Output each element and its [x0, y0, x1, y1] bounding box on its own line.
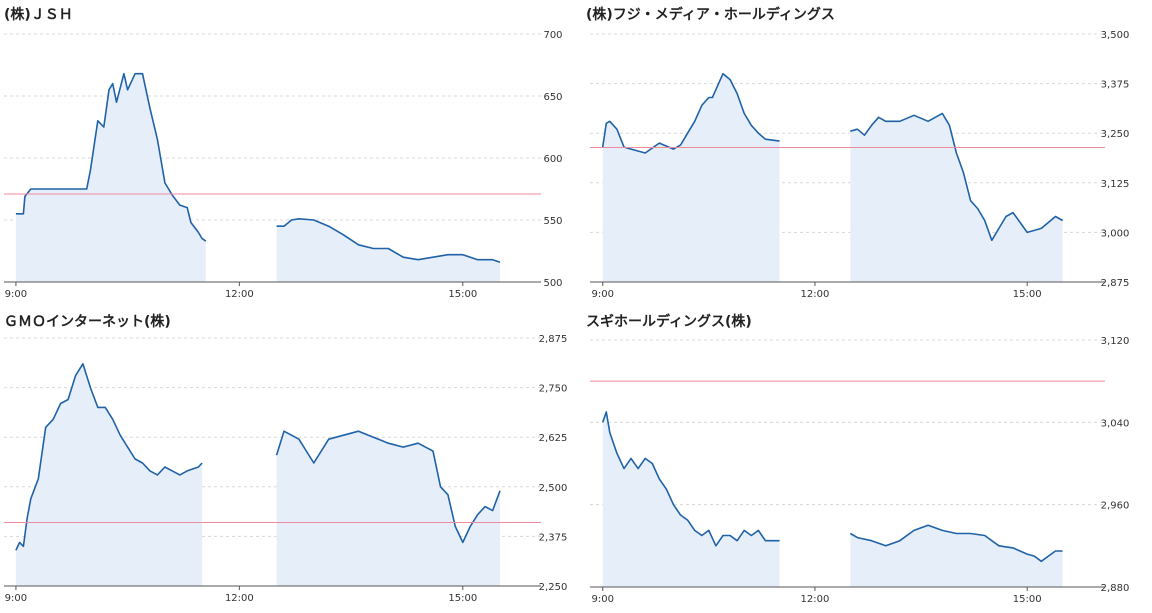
- chart-svg: 2,875 3,000 3,125 3,250 3,375 3,500 9:00 12:00 1…: [590, 30, 1130, 300]
- price-line: [15, 362, 203, 551]
- chart-title: (株)フジ・メディア・ホールディングス: [586, 7, 835, 23]
- price-line: [15, 72, 207, 242]
- session-area: [602, 73, 780, 282]
- x-tick-label: 9:00: [5, 289, 27, 300]
- x-tick-label: 12:00: [225, 289, 254, 300]
- session-area: [602, 412, 780, 587]
- chart-svg: 2,880 2,960 3,040 3,120 9:00 12:00 15:00: [590, 336, 1130, 605]
- y-tick-label: 2,250: [539, 582, 568, 593]
- price-line: [849, 524, 1063, 563]
- y-tick-label: 600: [543, 154, 562, 165]
- y-tick-label: 2,375: [539, 532, 568, 543]
- y-tick-label: 2,625: [539, 433, 568, 444]
- y-tick-label: 3,500: [1101, 30, 1130, 41]
- y-tick-label: 500: [543, 278, 562, 289]
- y-tick-label: 2,500: [539, 483, 568, 494]
- x-tick-label: 9:00: [591, 594, 613, 605]
- y-tick-label: 3,125: [1101, 179, 1130, 190]
- y-tick-label: 700: [543, 30, 562, 41]
- price-line: [601, 411, 780, 547]
- chart-panel-gmo-internet: ＧＭＯインターネット(株) 2,250 2,375 2,500 2,625 2,750 2…: [0, 307, 576, 613]
- y-tick-label: 3,000: [1101, 228, 1130, 239]
- x-tick-label: 12:00: [801, 289, 830, 300]
- x-tick-label: 15:00: [1013, 594, 1042, 605]
- price-line: [601, 72, 780, 154]
- price-line: [275, 430, 501, 544]
- x-tick-label: 9:00: [591, 289, 613, 300]
- y-tick-label: 3,375: [1101, 80, 1130, 91]
- y-tick-label: 3,250: [1101, 129, 1130, 140]
- y-tick-label: 550: [543, 216, 562, 227]
- session-area: [15, 73, 206, 282]
- y-tick-label: 650: [543, 92, 562, 103]
- x-tick-label: 12:00: [801, 594, 830, 605]
- y-tick-label: 3,120: [1101, 336, 1130, 347]
- y-tick-label: 2,875: [539, 334, 568, 345]
- chart-panel-sugi-holdings: スギホールディングス(株) 2,880 2,960 3,040 3,120 9:00 12…: [582, 307, 1152, 613]
- session-area: [850, 525, 1063, 587]
- chart-title: (株)ＪＳＨ: [4, 7, 73, 23]
- y-tick-label: 2,880: [1101, 583, 1130, 594]
- session-area: [850, 113, 1063, 283]
- price-line: [276, 218, 501, 263]
- x-tick-label: 9:00: [5, 593, 27, 604]
- y-tick-label: 2,750: [539, 384, 568, 395]
- session-area: [276, 218, 500, 282]
- x-tick-label: 15:00: [448, 593, 477, 604]
- session-area: [276, 431, 500, 586]
- y-tick-label: 2,875: [1101, 278, 1130, 289]
- chart-panel-fuji-media: (株)フジ・メディア・ホールディングス 2,875 3,000 3,125 3,250…: [582, 0, 1152, 306]
- y-tick-label: 3,040: [1101, 418, 1130, 429]
- chart-title: スギホールディングス(株): [586, 314, 752, 330]
- x-tick-label: 15:00: [1013, 289, 1042, 300]
- chart-title: ＧＭＯインターネット(株): [4, 314, 171, 330]
- x-tick-label: 15:00: [448, 289, 477, 300]
- y-tick-label: 2,960: [1101, 501, 1130, 512]
- price-line: [850, 112, 1063, 242]
- chart-svg: 2,250 2,375 2,500 2,625 2,750 2,875 9:00 12:00 1…: [4, 334, 568, 604]
- chart-panel-jsh: (株)ＪＳＨ 500 550 600 650 700 9:00 12:00 15:00: [0, 0, 576, 306]
- chart-svg: 500 550 600 650 700 9:00 12:00 15:00: [4, 30, 563, 300]
- session-area: [15, 363, 203, 586]
- x-tick-label: 12:00: [225, 593, 254, 604]
